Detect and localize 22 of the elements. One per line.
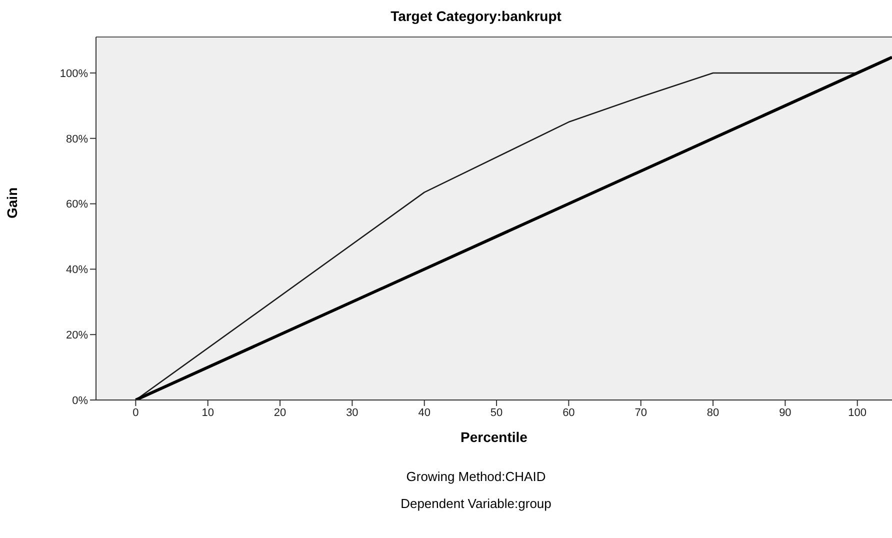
x-tick-label: 30: [346, 406, 358, 419]
x-tick-label: 90: [779, 406, 792, 419]
x-tick-label: 50: [490, 406, 503, 419]
y-tick-label: 40%: [66, 264, 88, 276]
x-tick-label: 70: [634, 406, 647, 419]
y-tick-label: 100%: [60, 68, 88, 80]
y-tick-label: 60%: [66, 198, 88, 211]
x-tick-label: 80: [706, 406, 720, 419]
y-tick-label: 0%: [72, 394, 88, 407]
x-tick-label: 0: [132, 406, 139, 419]
x-tick-label: 100: [848, 406, 867, 419]
x-axis-title: Percentile: [460, 429, 528, 445]
x-tick-label: 60: [562, 406, 575, 419]
x-tick-label: 10: [202, 406, 214, 419]
x-tick-label: 20: [274, 406, 286, 419]
y-tick-label: 20%: [66, 330, 88, 342]
y-tick-label: 80%: [66, 133, 88, 146]
y-axis-title: Gain: [4, 187, 20, 218]
x-tick-label: 40: [418, 406, 430, 419]
chart-title: Target Category:bankrupt: [390, 8, 562, 24]
text: Dependent Variable:group: [400, 496, 552, 511]
text: Growing Method:CHAID: [405, 469, 547, 484]
